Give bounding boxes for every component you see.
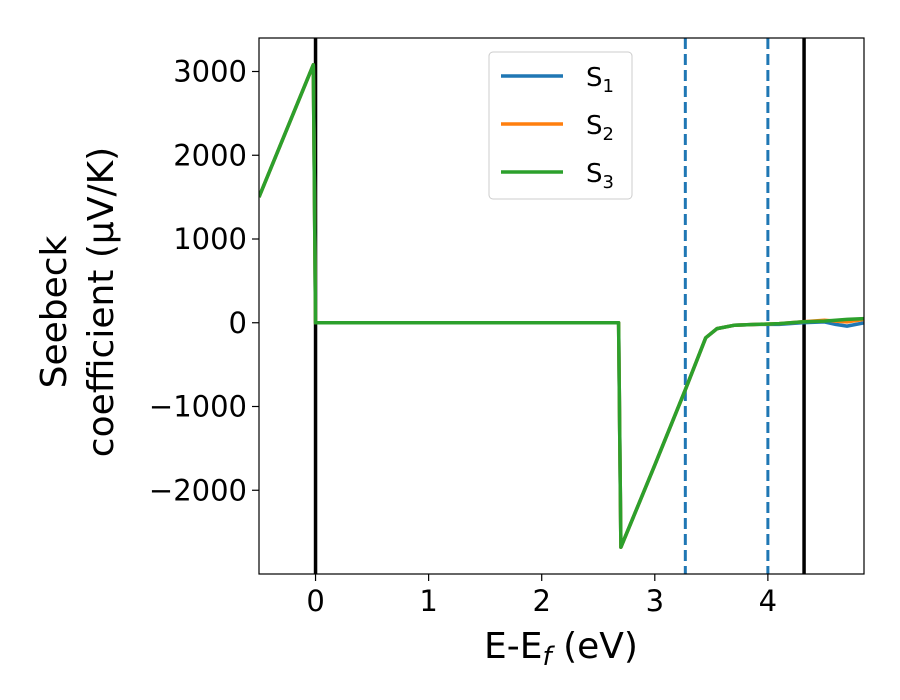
plot-frame <box>258 37 865 575</box>
y-tick-label: 0 <box>229 306 247 340</box>
x-tick-label: 3 <box>646 584 664 618</box>
y-axis-ticks: 3000 2000 1000 0 −1000 −2000 <box>149 55 259 507</box>
y-tick-label: 2000 <box>173 138 247 172</box>
y-axis-label-line2: coefficient (μV/K) <box>81 147 122 457</box>
series-line-s3 <box>259 63 864 549</box>
legend-label-s3: S3 <box>586 159 614 193</box>
x-tick-label: 2 <box>532 584 550 618</box>
y-axis-label: Seebeck coefficient (μV/K) <box>34 147 122 457</box>
x-axis-ticks: 0 1 2 3 4 <box>306 574 777 618</box>
x-tick-label: 0 <box>306 584 324 618</box>
y-axis-label-line1: Seebeck <box>34 235 75 388</box>
y-tick-label: −1000 <box>149 390 247 424</box>
x-tick-label: 1 <box>419 584 437 618</box>
legend-label-s2: S2 <box>586 111 614 145</box>
x-axis-label: E-Ef (eV) <box>484 626 638 672</box>
series-lines <box>259 63 864 549</box>
legend: S1 S2 S3 <box>488 51 633 200</box>
legend-label-s1: S1 <box>586 63 614 97</box>
y-tick-label: 3000 <box>173 55 247 89</box>
x-tick-label: 4 <box>759 584 777 618</box>
y-tick-label: 1000 <box>173 222 247 256</box>
y-tick-label: −2000 <box>149 473 247 507</box>
